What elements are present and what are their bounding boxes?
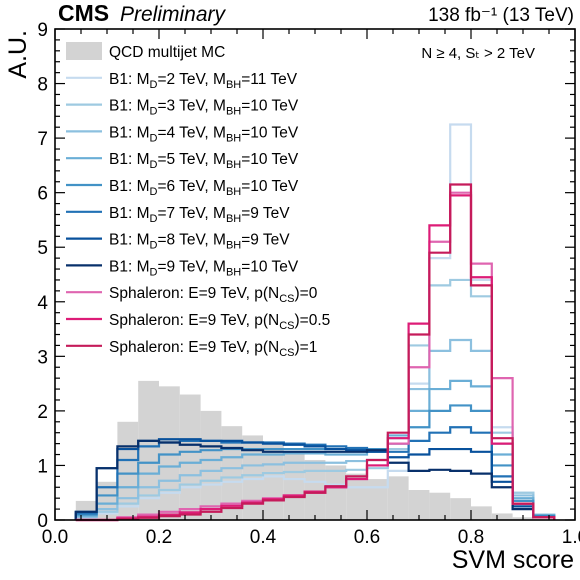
qcd-bin-bar xyxy=(96,481,118,520)
y-tick-label: 4 xyxy=(37,293,48,314)
legend-label: B1: MD=9 TeV, MBH=10 TeV xyxy=(109,258,299,278)
y-tick-label: 9 xyxy=(37,20,48,41)
x-tick-label: 1.0 xyxy=(562,527,580,548)
qcd-bin-bar xyxy=(408,489,430,520)
qcd-bin-bar xyxy=(346,473,367,520)
legend-label: B1: MD=2 TeV, MBH=11 TeV xyxy=(109,71,298,91)
legend-label: B1: MD=4 TeV, MBH=10 TeV xyxy=(109,124,299,144)
qcd-bin-bar xyxy=(450,498,471,520)
qcd-bin-bar xyxy=(387,476,409,520)
legend-swatch-qcd xyxy=(66,42,102,60)
series-line-4 xyxy=(74,379,556,520)
series-line-11 xyxy=(75,183,556,522)
axis-ticks-layer: 0.0 0.2 0.4 0.6 0.8 1.0 0 1 2 3 4 5 6 7 8 9 xyxy=(37,20,580,548)
x-tick-label: 0.2 xyxy=(146,527,172,548)
selection-label: N ≥ 4, Sₜ > 2 TeV xyxy=(421,45,535,62)
y-tick-label: 7 xyxy=(37,129,48,150)
qcd-bin-bar xyxy=(159,386,180,520)
legend: QCD multijet MC B1: MD=2 TeV, MBH=11 TeV B… xyxy=(66,42,330,359)
preliminary-label: Preliminary xyxy=(120,3,227,26)
y-tick-label: 5 xyxy=(37,238,48,259)
x-axis-label: SVM score xyxy=(452,546,574,574)
qcd-bin-bar xyxy=(325,465,347,520)
qcd-bin-bar xyxy=(367,479,388,520)
y-axis-label: A.U. xyxy=(4,30,32,79)
cms-label: CMS xyxy=(58,0,109,26)
series-line-8 xyxy=(74,439,556,520)
y-tick-label: 1 xyxy=(37,456,48,477)
series-line-1 xyxy=(74,123,556,520)
x-tick-label: 0.4 xyxy=(250,527,277,548)
series-line-2 xyxy=(74,278,556,520)
qcd-bin-bar xyxy=(471,506,492,520)
qcd-bin-bar xyxy=(491,513,513,520)
legend-label: QCD multijet MC xyxy=(109,44,225,61)
y-tick-label: 2 xyxy=(37,402,48,423)
legend-label: B1: MD=8 TeV, MBH=9 TeV xyxy=(109,232,290,252)
qcd-bin-bar xyxy=(200,410,222,520)
x-tick-label: 0.6 xyxy=(354,527,380,548)
series-line-3 xyxy=(74,338,556,520)
legend-label: Sphaleron: E=9 TeV, p(NCS)=0.5 xyxy=(109,312,330,332)
signal-histograms-layer xyxy=(74,123,556,522)
legend-label: B1: MD=7 TeV, MBH=9 TeV xyxy=(109,205,290,225)
qcd-bin-bar xyxy=(138,380,159,520)
y-tick-label: 6 xyxy=(37,184,48,205)
qcd-bin-bar xyxy=(179,394,201,520)
x-tick-label: 0.0 xyxy=(42,527,68,548)
legend-label: B1: MD=5 TeV, MBH=10 TeV xyxy=(109,151,299,171)
qcd-bin-bar xyxy=(242,435,263,520)
x-tick-label: 0.8 xyxy=(458,527,484,548)
qcd-bin-bar xyxy=(429,492,451,520)
legend-label: B1: MD=6 TeV, MBH=10 TeV xyxy=(109,178,299,198)
luminosity-label: 138 fb⁻¹ (13 TeV) xyxy=(428,5,574,26)
qcd-bin-bar xyxy=(283,451,305,520)
y-tick-label: 0 xyxy=(37,511,48,532)
y-tick-label: 8 xyxy=(37,75,48,96)
legend-label: B1: MD=3 TeV, MBH=10 TeV xyxy=(109,98,299,118)
qcd-bin-bar xyxy=(304,459,326,520)
y-tick-label: 3 xyxy=(37,347,48,368)
legend-label: Sphaleron: E=9 TeV, p(NCS)=0 xyxy=(109,285,318,305)
legend-label: Sphaleron: E=9 TeV, p(NCS)=1 xyxy=(109,339,317,359)
